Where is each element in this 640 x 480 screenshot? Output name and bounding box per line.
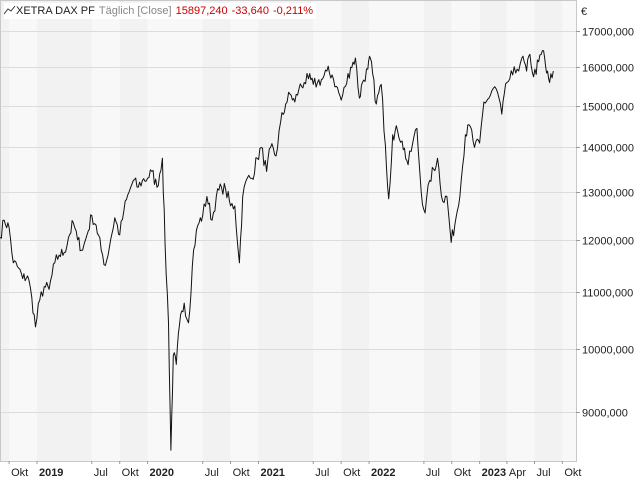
period-band: [258, 0, 314, 461]
instrument-name: XETRA DAX PF: [16, 5, 95, 17]
y-tick-label: 15000,000: [582, 102, 634, 114]
currency-unit-label: €: [581, 6, 587, 18]
change-absolute: -33,640: [231, 5, 269, 17]
y-tick-label: 9000,000: [582, 408, 628, 420]
x-tick-label: 2020: [150, 467, 174, 479]
y-tick-label: 12000,000: [582, 236, 634, 248]
chart-legend: XETRA DAX PF Täglich [Close] 15897,240 -33,…: [4, 3, 317, 19]
x-tick-label: Apr: [509, 467, 526, 479]
x-tick-label: Jul: [94, 467, 108, 479]
period-band: [0, 0, 10, 461]
last-price: 15897,240: [175, 5, 228, 17]
horizontal-gridlines: [0, 31, 576, 413]
y-tick-label: 16000,000: [582, 63, 634, 75]
plot-area-border: [0, 0, 577, 462]
period-band: [147, 0, 203, 461]
period-band: [36, 0, 92, 461]
x-tick-label: Jul: [315, 467, 329, 479]
y-axis: 9000,000 10000,000 11000,000 12000,000 13000…: [576, 27, 634, 420]
period-band: [562, 0, 576, 461]
x-tick-label: Okt: [233, 467, 250, 479]
x-tick-label: Okt: [454, 467, 471, 479]
y-tick-label: 11000,000: [582, 288, 633, 300]
series-line: [0, 50, 554, 451]
y-tick-label: 14000,000: [582, 143, 634, 155]
x-axis: Okt 2019 Jul Okt 2020 Jul Okt 2021 Jul Okt 2022 Jul…: [8, 461, 581, 479]
x-tick-label: Jul: [536, 467, 550, 479]
interval-label: Täglich [Close]: [98, 5, 172, 17]
line-chart-icon: [4, 5, 16, 15]
x-tick-label: Okt: [564, 467, 581, 479]
x-tick-label: 2022: [371, 467, 395, 479]
period-band: [202, 0, 231, 461]
period-band: [341, 0, 370, 461]
y-tick-label: 10000,000: [582, 345, 634, 357]
period-band: [506, 0, 535, 461]
y-tick-label: 17000,000: [582, 27, 634, 39]
period-band: [479, 0, 507, 461]
period-band: [9, 0, 37, 461]
y-tick-label: 13000,000: [582, 188, 634, 200]
x-tick-label: 2023: [482, 467, 506, 479]
period-band: [423, 0, 452, 461]
period-band: [119, 0, 148, 461]
x-tick-label: Okt: [11, 467, 28, 479]
period-band: [534, 0, 563, 461]
x-tick-label: Jul: [426, 467, 440, 479]
period-bands: [0, 0, 576, 461]
x-tick-label: Okt: [122, 467, 139, 479]
period-band: [91, 0, 120, 461]
period-band: [451, 0, 480, 461]
period-band: [369, 0, 424, 461]
x-tick-label: 2021: [260, 467, 284, 479]
change-percent: -0,211%: [272, 5, 314, 17]
x-tick-label: 2019: [39, 467, 63, 479]
period-band: [230, 0, 259, 461]
x-tick-label: Jul: [205, 467, 219, 479]
x-tick-label: Okt: [343, 467, 360, 479]
period-band: [313, 0, 342, 461]
